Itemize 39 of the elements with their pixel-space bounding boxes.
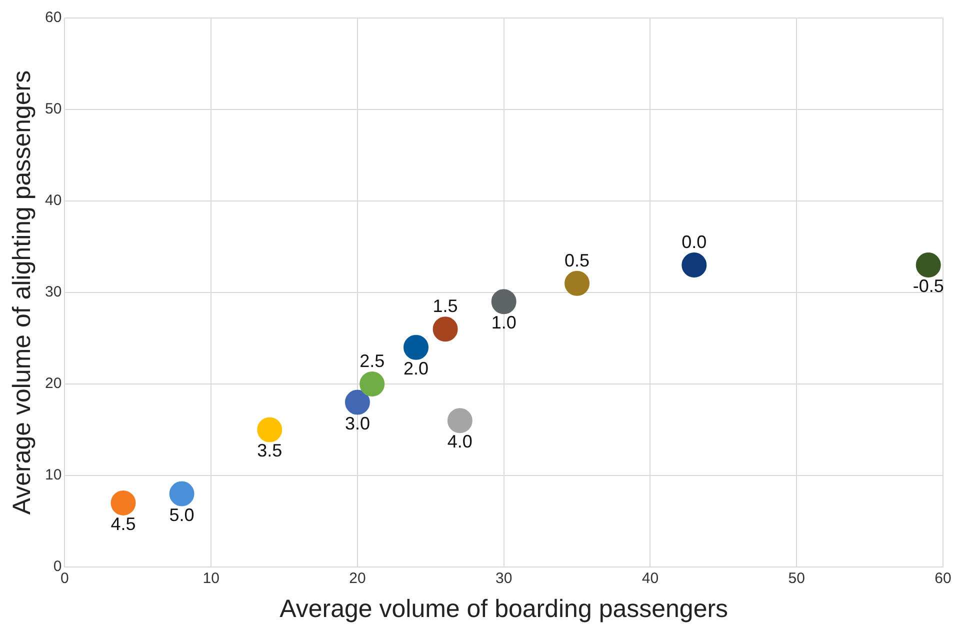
annotation: 2.0 xyxy=(403,358,429,378)
x-tick-label: 40 xyxy=(642,570,659,588)
point xyxy=(564,270,590,296)
y-axis-title: Average volume of alighting passengers xyxy=(8,70,36,515)
y-tick-label: 60 xyxy=(44,9,62,26)
y-tick-label: 50 xyxy=(44,100,62,118)
x-tick-label: 30 xyxy=(496,570,512,588)
point xyxy=(447,408,472,434)
annotation: 4.0 xyxy=(447,432,472,452)
y-tick-label: 30 xyxy=(44,284,62,301)
x-tick-label: 10 xyxy=(202,570,220,588)
annotation: 1.5 xyxy=(432,296,458,316)
annotation: 0.5 xyxy=(564,250,590,270)
annotation: 2.5 xyxy=(360,350,385,371)
annotation: 5.0 xyxy=(169,504,194,525)
annotation: 0.0 xyxy=(682,232,707,252)
point xyxy=(344,390,370,415)
point xyxy=(257,417,282,442)
annotation: 4.5 xyxy=(110,514,136,534)
point xyxy=(682,252,707,278)
annotation: -0.5 xyxy=(912,276,944,296)
point xyxy=(404,334,429,360)
x-axis-title: Average volume of boarding passengers xyxy=(280,594,728,623)
y-tick-label: 0 xyxy=(53,558,62,576)
x-tick-label: 60 xyxy=(934,570,952,588)
point xyxy=(491,289,516,314)
point xyxy=(360,372,385,396)
point xyxy=(432,316,458,342)
point xyxy=(916,252,941,278)
point xyxy=(169,481,194,506)
annotation: 3.5 xyxy=(257,440,282,461)
annotation: 3.0 xyxy=(344,413,370,434)
point xyxy=(110,490,136,516)
x-tick-label: 50 xyxy=(788,570,805,588)
y-tick-label: 10 xyxy=(44,466,62,484)
y-tick-label: 40 xyxy=(44,192,62,210)
x-tick-label: 20 xyxy=(349,570,366,588)
y-tick-label: 20 xyxy=(44,375,62,392)
annotation: 1.0 xyxy=(491,312,516,333)
